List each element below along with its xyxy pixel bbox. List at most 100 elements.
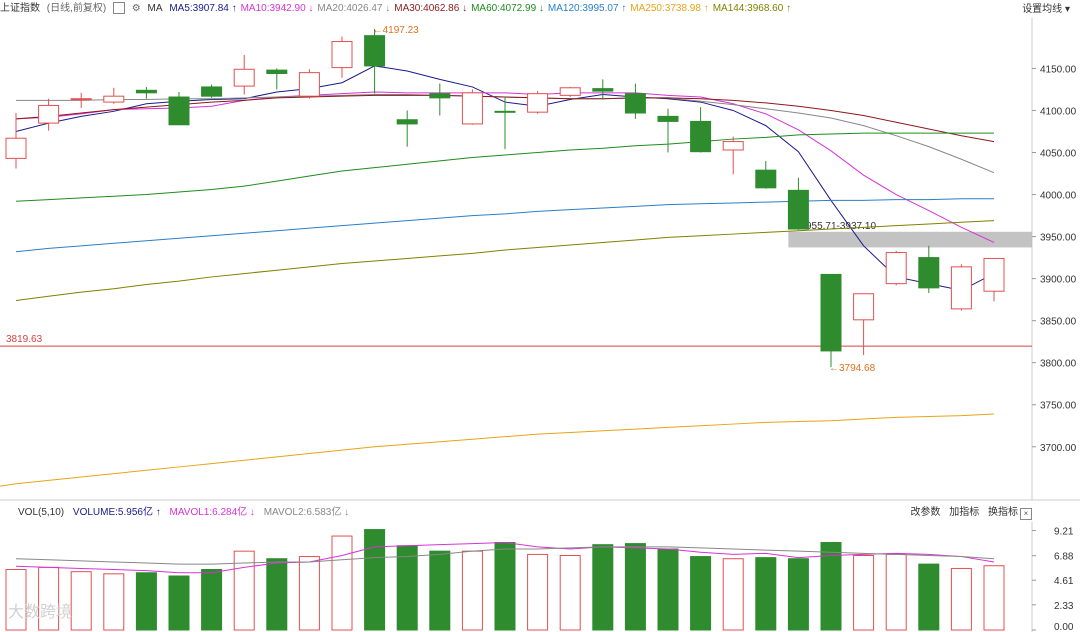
ma-line-ma60 xyxy=(15,132,994,202)
ma-legend-item: MA5:3907.84 ↑ xyxy=(169,3,237,14)
mavol1-line xyxy=(15,542,995,574)
ma-legend-item: MA10:3942.90 ↓ xyxy=(240,3,314,14)
vol-bar-up xyxy=(331,535,353,631)
ma-line-ma250-ext xyxy=(0,483,17,487)
candle-body-down xyxy=(787,189,809,230)
vol-bar-down xyxy=(624,543,646,631)
candle-body-up xyxy=(722,141,744,151)
candle-body-up xyxy=(527,93,549,113)
vol-bar-down xyxy=(918,563,940,631)
vol-bar-up xyxy=(5,569,27,631)
candle-body-down xyxy=(201,86,223,97)
y-tick-label: 3800.00 xyxy=(1040,359,1077,370)
vol-bar-up xyxy=(983,565,1005,631)
vol-bar-down xyxy=(429,550,451,631)
settings-ma-button[interactable]: 设置均线 ▾ xyxy=(1022,0,1070,15)
candle-body-down xyxy=(364,35,386,67)
candle-body-down xyxy=(135,89,157,94)
gap-label: 3955.71-3937.10 xyxy=(800,221,876,232)
vol-bar-down xyxy=(364,529,386,631)
y-tick-label: 4050.00 xyxy=(1040,149,1077,160)
vol-bar-up xyxy=(722,558,744,631)
vol-bar-up xyxy=(298,556,320,631)
y-tick-label: 3850.00 xyxy=(1040,317,1077,328)
candle-body-down xyxy=(918,257,940,289)
ma-line-ma250 xyxy=(15,413,995,485)
ma-legend-item: MA60:4072.99 ↓ xyxy=(471,3,544,14)
dropdown-icon: ▾ xyxy=(1064,4,1070,15)
vol-bar-up xyxy=(853,554,875,631)
kline-chart[interactable]: 3700.00 3750.00 3800.00 3850.00 3900.00 3950.… xyxy=(0,18,1080,518)
vol-bar-up xyxy=(233,550,255,631)
ma-legend-items: MA5:3907.84 ↑ MA10:3942.90 ↓ MA20:4026.47 … xyxy=(169,3,795,14)
candle-body-down xyxy=(494,110,516,113)
ma-legend-item: MA144:3968.60 ↑ xyxy=(712,3,792,14)
vol-tick-label: 2.33 xyxy=(1054,601,1074,612)
candle-body-down xyxy=(266,69,288,74)
vol-bar-down xyxy=(755,557,777,631)
candle-body-up xyxy=(70,98,92,101)
switch-indicator-button[interactable]: 换指标 xyxy=(988,507,1018,518)
y-tick-label: 4000.00 xyxy=(1040,191,1077,202)
compare-icon[interactable] xyxy=(113,2,126,15)
y-tick-label: 4150.00 xyxy=(1040,64,1077,75)
ma-line-ma144 xyxy=(15,220,995,301)
vol-bar-up xyxy=(527,553,549,631)
vol-bar-down xyxy=(266,558,288,631)
vol-bar-down xyxy=(168,575,190,631)
vol-tick-label: 0.00 xyxy=(1054,622,1074,632)
gap-box xyxy=(788,231,1032,248)
y-tick-label: 3900.00 xyxy=(1040,275,1077,286)
mavol2-line xyxy=(15,546,995,565)
vol-title: VOL(5,10) xyxy=(18,507,65,518)
candle-body-down xyxy=(624,93,646,114)
candle-body-down xyxy=(657,115,679,122)
candle-body-down xyxy=(396,119,418,125)
high-label: ←4197.23 xyxy=(373,25,420,36)
gear-icon[interactable]: ⚙ xyxy=(131,3,141,14)
vol-bar-down xyxy=(592,544,614,631)
candle-body-up xyxy=(331,41,353,69)
vol-bar-down xyxy=(396,545,418,631)
candle-body-down xyxy=(690,120,712,153)
vol-bar-down xyxy=(135,572,157,631)
vol-bar-up xyxy=(885,553,907,631)
settings-ma-label: 设置均线 xyxy=(1022,4,1063,15)
candle-body-down xyxy=(820,273,842,352)
add-indicator-button[interactable]: 加指标 xyxy=(949,507,980,518)
vol-buttons: 改参数 加指标 换指标 xyxy=(904,504,1018,522)
volume-chart[interactable]: 0.00 2.33 4.61 6.88 9.21 xyxy=(0,522,1080,632)
candle-body-up xyxy=(950,266,972,310)
edit-params-button[interactable]: 改参数 xyxy=(910,507,941,518)
vol-tick-label: 9.21 xyxy=(1054,527,1074,538)
candle-body-down xyxy=(168,96,190,126)
vol-bar-down xyxy=(787,558,809,631)
candle-body-up xyxy=(461,92,483,125)
vol-bar-down xyxy=(494,542,516,631)
support-label: 3819.63 xyxy=(6,334,43,345)
candle-body-up xyxy=(885,252,907,285)
mavol2-value: MAVOL2:6.583亿 ↓ xyxy=(263,507,350,518)
y-tick-label: 3950.00 xyxy=(1040,233,1077,244)
vol-bar-up xyxy=(950,567,972,631)
ma-legend-bar: 上证指数 (日线,前复权) ⚙ MA MA5:3907.84 ↑ MA10:394… xyxy=(0,0,1080,18)
vol-bar-up xyxy=(559,554,581,631)
y-tick-label: 3750.00 xyxy=(1040,401,1077,412)
low-label: ←3794.68 xyxy=(829,363,876,374)
candle-body-down xyxy=(755,169,777,189)
index-name: 上证指数 xyxy=(0,3,40,14)
volume-header: VOL(5,10) VOLUME:5.956亿 ↑ MAVOL1:6.284亿 … xyxy=(0,504,1080,522)
ma-line-ma120 xyxy=(15,198,994,253)
vol-bar-up xyxy=(103,573,125,631)
close-icon[interactable]: × xyxy=(1020,508,1032,520)
ma-legend-item: MA250:3738.98 ↑ xyxy=(630,3,709,14)
candle-body-down xyxy=(429,93,451,99)
watermark-logo: 大数跨境 xyxy=(8,598,72,622)
y-tick-label: 4100.00 xyxy=(1040,106,1077,117)
y-tick-label: 3700.00 xyxy=(1040,443,1077,454)
ma-legend-item: MA30:4062.86 ↓ xyxy=(394,3,468,14)
candle-body-up xyxy=(853,293,875,321)
vol-bar-up xyxy=(70,571,92,631)
vol-tick-label: 6.88 xyxy=(1054,552,1074,563)
vol-bar-down xyxy=(690,556,712,631)
